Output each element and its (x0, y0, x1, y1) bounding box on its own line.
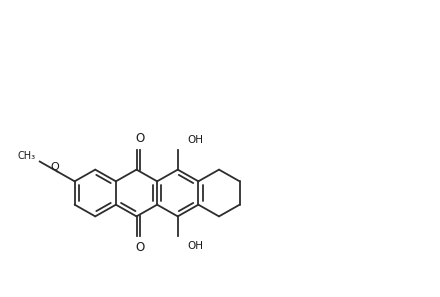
Text: O: O (135, 132, 144, 145)
Text: O: O (135, 241, 144, 254)
Text: O: O (50, 162, 59, 172)
Text: OH: OH (187, 241, 203, 251)
Text: OH: OH (187, 135, 203, 145)
Text: CH₃: CH₃ (17, 151, 35, 161)
